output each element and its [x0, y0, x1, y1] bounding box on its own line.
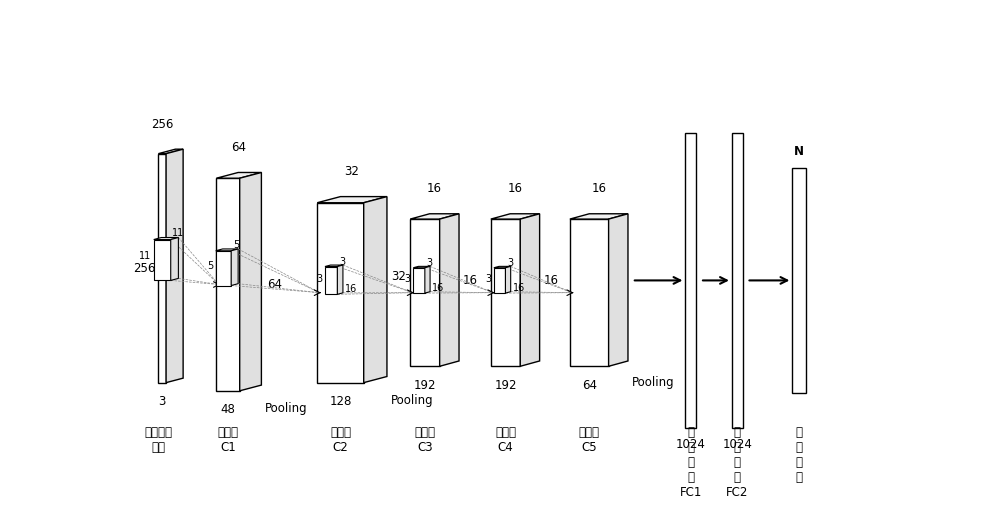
Text: 卷积层
C1: 卷积层 C1 [218, 425, 239, 453]
Text: 11: 11 [139, 251, 151, 261]
Polygon shape [158, 153, 166, 383]
Polygon shape [685, 133, 696, 427]
Text: 输
出
类
别: 输 出 类 别 [796, 425, 803, 484]
Polygon shape [520, 214, 540, 366]
Text: 3: 3 [159, 395, 166, 408]
Polygon shape [413, 268, 425, 293]
Polygon shape [609, 214, 628, 366]
Polygon shape [425, 267, 430, 293]
Text: 192: 192 [494, 379, 517, 391]
Text: 1024: 1024 [676, 438, 706, 451]
Polygon shape [171, 237, 178, 280]
Polygon shape [216, 251, 231, 286]
Text: 卷积层
C5: 卷积层 C5 [579, 425, 600, 453]
Text: 全
连
接
层
FC2: 全 连 接 层 FC2 [726, 425, 748, 499]
Text: 1024: 1024 [722, 438, 752, 451]
Text: 16: 16 [544, 274, 558, 287]
Polygon shape [505, 267, 511, 293]
Text: 128: 128 [329, 395, 352, 408]
Text: 64: 64 [268, 278, 283, 291]
Text: N: N [794, 145, 804, 158]
Polygon shape [491, 219, 520, 366]
Polygon shape [317, 196, 387, 203]
Text: 64: 64 [231, 141, 246, 154]
Polygon shape [231, 249, 238, 286]
Text: 3: 3 [316, 274, 323, 284]
Polygon shape [410, 214, 459, 219]
Text: 3: 3 [485, 274, 491, 284]
Polygon shape [216, 173, 261, 178]
Text: 256: 256 [151, 118, 173, 131]
Polygon shape [732, 133, 743, 427]
Polygon shape [317, 203, 364, 383]
Polygon shape [325, 267, 337, 294]
Text: 16: 16 [463, 274, 478, 287]
Polygon shape [216, 249, 238, 251]
Polygon shape [570, 219, 609, 366]
Text: 3: 3 [405, 274, 411, 284]
Polygon shape [240, 173, 261, 391]
Text: Pooling: Pooling [265, 402, 308, 415]
Polygon shape [413, 267, 430, 268]
Polygon shape [154, 237, 178, 239]
Text: Pooling: Pooling [632, 376, 674, 389]
Text: 16: 16 [513, 283, 525, 293]
Polygon shape [494, 267, 511, 268]
Polygon shape [158, 149, 183, 153]
Text: 卷积层
C4: 卷积层 C4 [495, 425, 516, 453]
Text: 48: 48 [221, 403, 236, 416]
Text: 16: 16 [432, 283, 445, 293]
Text: 5: 5 [207, 261, 213, 271]
Polygon shape [410, 219, 440, 366]
Text: 3: 3 [507, 258, 513, 268]
Polygon shape [364, 196, 387, 383]
Polygon shape [337, 265, 343, 294]
Text: 256: 256 [133, 262, 156, 275]
Polygon shape [570, 214, 628, 219]
Polygon shape [491, 214, 540, 219]
Text: 3: 3 [426, 258, 433, 268]
Text: 192: 192 [414, 379, 436, 391]
Text: 32: 32 [391, 270, 406, 283]
Text: 16: 16 [508, 182, 523, 195]
Text: 5: 5 [233, 240, 239, 250]
Text: 16: 16 [345, 284, 358, 294]
Polygon shape [154, 239, 171, 280]
Polygon shape [494, 268, 505, 293]
Text: 64: 64 [582, 379, 597, 391]
Text: 全
连
接
层
FC1: 全 连 接 层 FC1 [680, 425, 702, 499]
Text: 11: 11 [172, 228, 185, 237]
Text: 输入绘画
图像: 输入绘画 图像 [144, 425, 172, 453]
Polygon shape [216, 178, 240, 391]
Text: 16: 16 [591, 182, 606, 195]
Polygon shape [792, 168, 806, 393]
Polygon shape [166, 149, 183, 383]
Text: 3: 3 [339, 257, 345, 267]
Text: Pooling: Pooling [391, 394, 433, 407]
Text: 16: 16 [427, 182, 442, 195]
Polygon shape [440, 214, 459, 366]
Text: 卷积层
C3: 卷积层 C3 [414, 425, 435, 453]
Text: 卷积层
C2: 卷积层 C2 [330, 425, 351, 453]
Polygon shape [325, 265, 343, 267]
Text: 32: 32 [345, 165, 360, 178]
